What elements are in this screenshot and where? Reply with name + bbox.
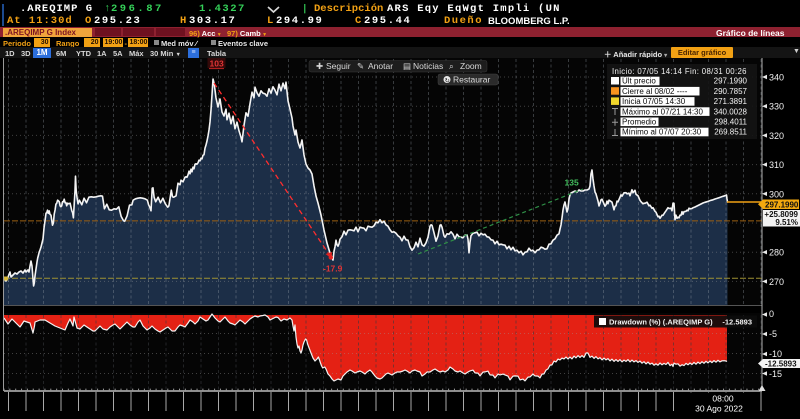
svg-text:271.3891: 271.3891 <box>714 97 748 106</box>
svg-text:↻: ↻ <box>445 77 450 84</box>
svg-text:Seguir: Seguir <box>326 61 351 71</box>
svg-text:▤: ▤ <box>403 61 411 71</box>
svg-text:Drawdown (%) (.AREQIMP G): Drawdown (%) (.AREQIMP G) <box>609 318 713 327</box>
svg-text:-5: -5 <box>769 329 777 339</box>
svg-text:340.0028: 340.0028 <box>714 107 748 116</box>
svg-text:30 Ago 2022: 30 Ago 2022 <box>695 404 743 414</box>
svg-text:08:00: 08:00 <box>712 394 734 404</box>
svg-text:✚: ✚ <box>316 61 324 71</box>
svg-text:Restaurar: Restaurar <box>453 75 490 85</box>
svg-text:Inicia 07/05 14:30: Inicia 07/05 14:30 <box>622 97 686 106</box>
svg-text:Cierre al 08/02 ----: Cierre al 08/02 ---- <box>622 87 688 96</box>
svg-text:Promedio: Promedio <box>622 118 657 127</box>
svg-text:280: 280 <box>769 248 784 258</box>
svg-text:-12.5893: -12.5893 <box>722 318 752 327</box>
svg-text:290.7857: 290.7857 <box>714 87 748 96</box>
svg-text:✎: ✎ <box>357 61 364 71</box>
svg-text:-12.5893: -12.5893 <box>765 360 797 369</box>
svg-text:103: 103 <box>210 59 224 69</box>
svg-text:135: 135 <box>565 178 579 188</box>
svg-text:269.8511: 269.8511 <box>714 128 747 137</box>
svg-text:300: 300 <box>769 190 784 200</box>
svg-text:297.1990: 297.1990 <box>765 201 799 210</box>
svg-text:Mínimo al 07/07 20:30: Mínimo al 07/07 20:30 <box>622 128 702 137</box>
svg-text:-17.9: -17.9 <box>323 264 343 274</box>
svg-text:330: 330 <box>769 102 784 112</box>
svg-text:Máximo al 07/21 14:30: Máximo al 07/21 14:30 <box>622 107 703 116</box>
svg-text:Inicio: 07/05 14:14 Fin: 08/31: Inicio: 07/05 14:14 Fin: 08/31 00:26 <box>612 67 747 76</box>
svg-text:-10: -10 <box>769 349 782 359</box>
svg-text:⌕: ⌕ <box>449 61 454 71</box>
svg-text:340: 340 <box>769 73 784 83</box>
svg-text:+25.8099: +25.8099 <box>764 210 798 219</box>
svg-text:270: 270 <box>769 277 784 287</box>
svg-text:298.4011: 298.4011 <box>714 118 747 127</box>
svg-text:Últ precio: Últ precio <box>622 77 656 86</box>
svg-text:Zoom: Zoom <box>460 61 482 71</box>
svg-text:310: 310 <box>769 160 784 170</box>
svg-text:-15: -15 <box>769 369 782 379</box>
svg-text:Anotar: Anotar <box>368 61 393 71</box>
svg-text:Noticias: Noticias <box>413 61 443 71</box>
svg-text:0: 0 <box>769 309 774 319</box>
svg-text:320: 320 <box>769 131 784 141</box>
svg-text:297.1990: 297.1990 <box>714 77 748 86</box>
svg-text:9.51%: 9.51% <box>775 218 798 227</box>
